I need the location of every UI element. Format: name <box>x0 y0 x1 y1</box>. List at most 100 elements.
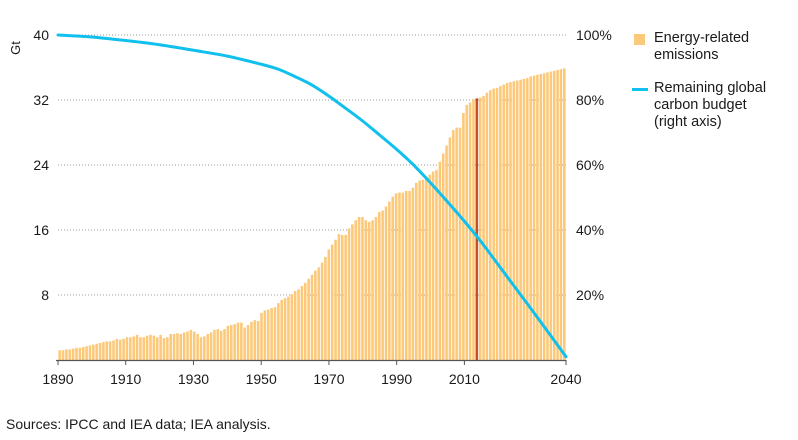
bar <box>340 234 344 360</box>
bar <box>139 337 142 360</box>
bar <box>522 78 526 360</box>
bar <box>300 286 304 360</box>
bar <box>216 329 220 360</box>
bar <box>78 347 82 360</box>
source-note: Sources: IPCC and IEA data; IEA analysis… <box>6 416 271 432</box>
y2-tick-label: 60% <box>576 157 604 173</box>
bar <box>536 74 539 360</box>
bar <box>135 334 139 360</box>
bar <box>176 333 179 360</box>
bar <box>391 196 395 360</box>
bar <box>149 334 152 360</box>
bar <box>529 76 532 360</box>
bar <box>307 278 310 360</box>
bar <box>105 341 109 360</box>
bar <box>71 348 75 360</box>
bar <box>347 228 351 360</box>
bar <box>431 171 435 360</box>
bar <box>189 329 193 360</box>
bar <box>310 274 314 360</box>
x-tick-label: 1950 <box>246 371 277 387</box>
x-tick-label: 2010 <box>449 371 480 387</box>
bar <box>253 320 257 360</box>
bar <box>438 161 442 360</box>
bar <box>462 113 465 360</box>
bar <box>378 212 381 360</box>
bar <box>125 337 129 360</box>
y-tick-label: 40 <box>33 27 49 43</box>
bar <box>324 256 327 360</box>
bar <box>159 334 162 360</box>
bar <box>519 79 522 360</box>
legend-item-budget: Remaining global carbon budget (right ax… <box>632 80 792 131</box>
bar <box>411 187 415 360</box>
bar <box>263 310 267 360</box>
bar <box>425 179 428 360</box>
tick-labels: 8 20% 16 40% 24 60% 32 80% 40 100% Gt 1890 1910 1930 1… <box>8 27 612 387</box>
bar <box>539 74 543 360</box>
bar <box>81 347 85 360</box>
y-tick-label: 24 <box>33 157 49 173</box>
bar <box>505 82 509 360</box>
bar <box>270 308 273 360</box>
bar <box>381 210 384 360</box>
bar <box>344 234 347 360</box>
legend: Energy-related emissions Remaining globa… <box>632 30 792 147</box>
bar <box>448 137 452 360</box>
bar <box>421 179 425 360</box>
bar <box>229 325 233 360</box>
legend-swatch-emissions <box>634 34 645 45</box>
y-tick-label: 16 <box>33 222 49 238</box>
bar <box>478 97 482 360</box>
bar <box>549 71 553 360</box>
axes <box>56 359 567 365</box>
bar <box>240 322 243 360</box>
bar <box>246 325 250 360</box>
y2-tick-label: 100% <box>576 27 612 43</box>
bar <box>441 153 445 360</box>
bar <box>122 338 125 360</box>
bar <box>367 221 371 360</box>
bar <box>129 337 132 360</box>
bar <box>209 332 213 360</box>
bar <box>196 334 199 360</box>
bar <box>243 327 246 360</box>
y-tick-label: 32 <box>33 92 49 108</box>
bar <box>266 309 270 360</box>
x-tick-label: 1890 <box>42 371 73 387</box>
bar <box>213 329 216 360</box>
bar <box>489 90 492 360</box>
bar <box>485 92 489 360</box>
bar <box>297 289 300 360</box>
bar <box>236 322 240 360</box>
y-axis-title: Gt <box>8 41 23 55</box>
bar <box>260 312 263 360</box>
y2-tick-label: 20% <box>576 287 604 303</box>
bar <box>563 68 566 360</box>
bar <box>327 249 331 360</box>
bar <box>512 81 516 360</box>
bar <box>75 347 78 360</box>
bar <box>526 78 529 360</box>
x-tick-label: 1970 <box>313 371 344 387</box>
bar <box>317 267 321 360</box>
bar <box>465 104 469 360</box>
bar <box>556 69 559 360</box>
bar <box>277 303 280 360</box>
bar <box>351 224 354 360</box>
y2-tick-label: 40% <box>576 222 604 238</box>
bar <box>182 332 186 360</box>
bar <box>394 193 398 360</box>
bar <box>226 325 230 360</box>
bar <box>482 95 485 360</box>
y2-tick-label: 80% <box>576 92 604 108</box>
bar <box>509 82 512 360</box>
bar <box>186 331 189 360</box>
bar <box>132 336 135 360</box>
legend-swatch-budget <box>632 88 648 91</box>
bar <box>85 346 88 360</box>
bar <box>546 72 549 360</box>
bar <box>334 239 337 360</box>
bar <box>172 334 176 360</box>
